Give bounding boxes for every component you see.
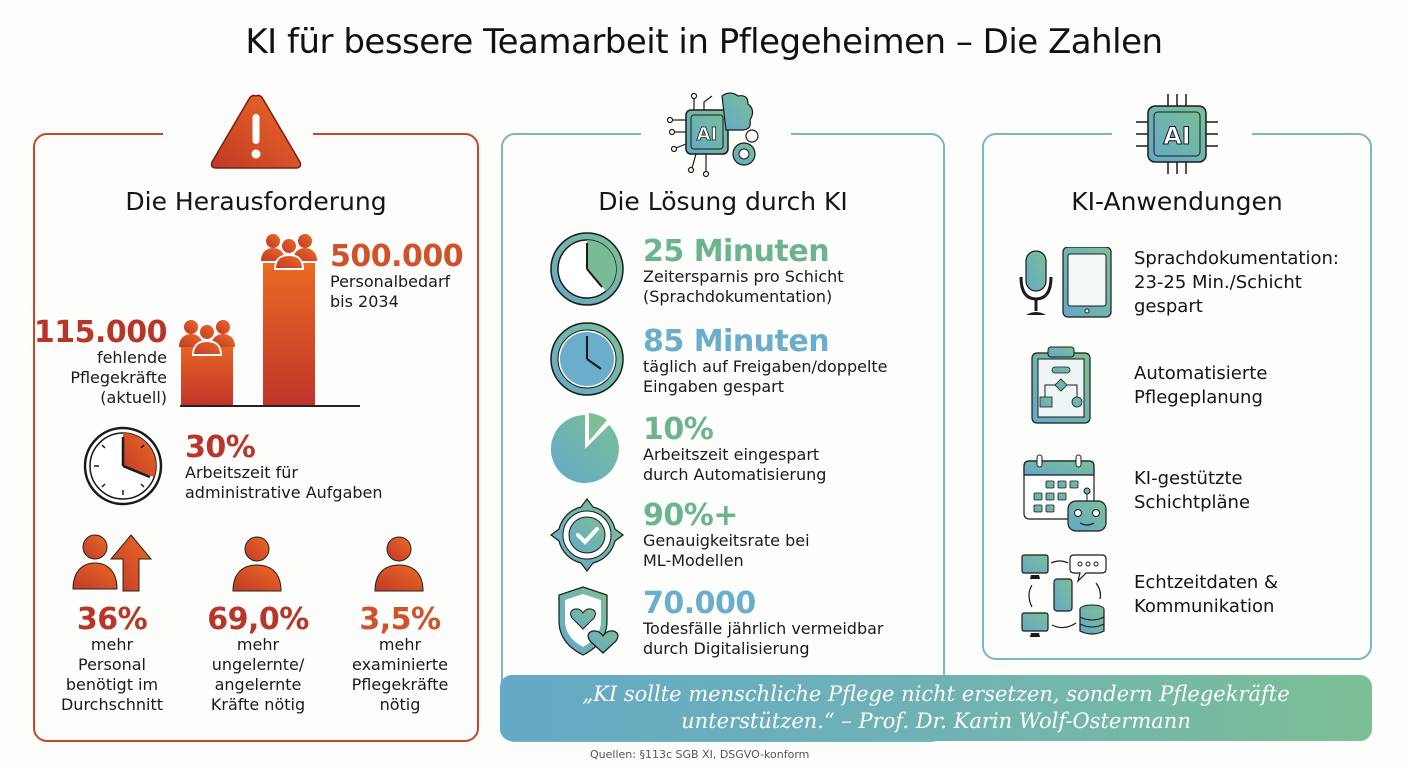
solution-label: Eingaben gespart [643, 377, 785, 396]
solution-value: 25 Minuten [643, 234, 830, 269]
svg-text:AI: AI [697, 124, 718, 145]
stat-value: 3,5% [359, 602, 441, 637]
stat-label: benötigt im [65, 675, 159, 694]
warning-triangle-icon [210, 94, 302, 169]
stat-certified: 3,5% mehr examinierte Pflegekräfte nötig [325, 605, 475, 715]
demand-value: 500.000 [330, 239, 464, 274]
network-devices-icon [1021, 554, 1107, 637]
solution-label: Todesfälle jährlich vermeidbar [643, 619, 884, 638]
microphone-tablet-icon [1019, 247, 1112, 318]
ai-brain-gear-icon: AI [666, 92, 759, 178]
group-people-icon [261, 234, 317, 270]
calendar-robot-icon [1023, 454, 1107, 532]
app-label: Schichtpläne [1134, 492, 1251, 513]
shortage-label: Pflegekräfte [70, 368, 167, 387]
stat-label: angelernte [214, 675, 302, 694]
stat-unskilled: 69,0% mehr ungelernte/ angelernte Kräfte… [183, 605, 333, 715]
stat-label: Durchschnitt [60, 695, 164, 714]
shortage-value: 115.000 [33, 315, 168, 350]
applications-heading: KI-Anwendungen [1071, 187, 1283, 216]
admin-label: Arbeitszeit für [185, 463, 298, 482]
stat-label: Personal [77, 655, 146, 674]
quote-banner: „KI sollte menschliche Pflege nicht erse… [500, 675, 1372, 741]
solution-item: 70.000 Todesfälle jährlich vermeidbar du… [643, 589, 884, 659]
sources-footnote: Quellen: §113c SGB XI, DSGVO-konform [590, 748, 810, 761]
solution-panel: Die Lösung durch KI 25 Minuten Zeiterspa… [501, 129, 945, 742]
solution-item: 10% Arbeitszeit eingespart durch Automat… [643, 415, 826, 485]
solution-label: Genauigkeitsrate bei [643, 531, 810, 550]
app-item-voice-documentation: Sprachdokumentation: 23-25 Min./Schicht … [1134, 247, 1339, 319]
solution-label: durch Digitalisierung [643, 639, 810, 658]
solution-label: (Sprachdokumentation) [643, 287, 833, 306]
stat-label: mehr [378, 635, 422, 654]
demand-label: bis 2034 [330, 292, 399, 311]
stat-value: 69,0% [207, 602, 309, 637]
solution-heading: Die Lösung durch KI [598, 187, 848, 216]
stat-label: examinierte [352, 655, 448, 674]
admin-value: 30% [185, 430, 256, 465]
solution-item: 25 Minuten Zeitersparnis pro Schicht (Sp… [643, 237, 844, 307]
group-people-icon [179, 320, 235, 356]
person-icon [374, 536, 424, 592]
solution-value: 85 Minuten [643, 324, 830, 359]
svg-text:AI: AI [1163, 122, 1191, 150]
clock-icon [83, 426, 163, 506]
stat-label: Kräfte nötig [210, 695, 306, 714]
app-label: Sprachdokumentation: [1134, 248, 1339, 269]
bar-chart [180, 327, 360, 407]
app-label: Automatisierte [1134, 363, 1268, 384]
challenge-heading: Die Herausforderung [125, 187, 387, 216]
app-label: gespart [1134, 296, 1203, 317]
solution-label: durch Automatisierung [643, 465, 827, 484]
quote-line: unterstützen.“ – Prof. Dr. Karin Wolf-Os… [681, 709, 1191, 733]
stat-label: mehr [90, 635, 134, 654]
quote-line: „KI sollte menschliche Pflege nicht erse… [582, 682, 1290, 706]
bar-future-demand [263, 263, 315, 405]
person-icon [232, 536, 282, 592]
stat-label: nötig [379, 695, 421, 714]
solution-value: 90%+ [643, 498, 738, 533]
app-item-realtime-communication: Echtzeitdaten & Kommunikation [1134, 571, 1278, 619]
app-label: KI-gestützte [1134, 468, 1243, 489]
app-item-care-planning: Automatisierte Pflegeplanung [1134, 362, 1267, 410]
solution-label: Arbeitszeit eingespart [643, 445, 820, 464]
ai-chip-icon: AI [1136, 94, 1218, 174]
solution-label: täglich auf Freigaben/doppelte [643, 357, 888, 376]
applications-panel: KI-Anwendungen [982, 129, 1372, 660]
admin-label: administrative Aufgaben [185, 483, 383, 502]
shortage-label: fehlende [96, 348, 167, 367]
shortage-label: (aktuell) [100, 388, 167, 407]
clock-icon [550, 232, 624, 306]
bar-baseline [180, 405, 360, 407]
clock-icon [550, 322, 624, 396]
stat-label: mehr [236, 635, 280, 654]
shortage-stat: 115.000 fehlende Pflegekräfte (aktuell) [33, 315, 168, 408]
solution-value: 10% [643, 412, 714, 447]
solution-label: Zeitersparnis pro Schicht [643, 267, 844, 286]
app-label: Echtzeitdaten & [1134, 572, 1279, 593]
stat-label: Pflegekräfte [351, 675, 449, 694]
demand-label: Personalbedarf [330, 272, 451, 291]
demand-stat: 500.000 Personalbedarf bis 2034 [330, 239, 464, 312]
pie-chart-icon [551, 413, 619, 483]
stat-more-staff: 36% mehr Personal benötigt im Durchschni… [37, 605, 187, 715]
clipboard-flowchart-icon [1031, 346, 1091, 424]
stat-value: 36% [76, 602, 148, 637]
target-check-icon [550, 498, 624, 572]
solution-item: 85 Minuten täglich auf Freigaben/doppelt… [643, 327, 888, 397]
shield-heart-icon [558, 586, 619, 656]
app-label: Pflegeplanung [1134, 387, 1263, 408]
challenge-panel: Die Herausforderung 115.000 fehlende Pfl… [33, 129, 479, 742]
solution-value: 70.000 [643, 586, 756, 621]
solution-item: 90%+ Genauigkeitsrate bei ML-Modellen [643, 501, 810, 571]
stat-label: ungelernte/ [211, 655, 305, 674]
bar-current-shortage [181, 347, 233, 405]
app-label: Kommunikation [1134, 596, 1275, 617]
admin-stat: 30% Arbeitszeit für administrative Aufga… [185, 433, 383, 503]
solution-label: ML-Modellen [643, 551, 744, 570]
app-label: 23-25 Min./Schicht [1134, 272, 1302, 293]
app-item-shift-plans: KI-gestützte Schichtpläne [1134, 467, 1250, 515]
person-arrow-up-icon [72, 534, 153, 592]
page-title: KI für bessere Teamarbeit in Pflegeheime… [245, 22, 1163, 62]
